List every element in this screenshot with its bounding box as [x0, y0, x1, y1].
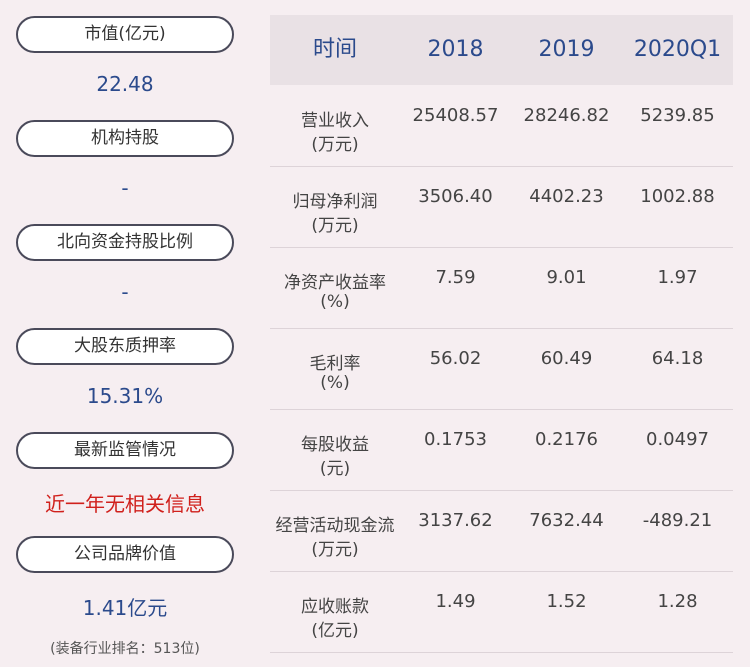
metric-label: 机构持股	[16, 120, 234, 157]
header-cell: 2020Q1	[633, 37, 722, 62]
row-value: 3137.62	[418, 510, 493, 531]
row-unit: (%)	[320, 373, 350, 393]
row-label: 应收账款	[301, 597, 369, 617]
row-unit: (%)	[320, 292, 350, 312]
row-value: -489.21	[642, 510, 713, 531]
metric-value: 22.48	[96, 72, 154, 96]
metric-value: -	[121, 176, 129, 200]
row-value: 1.52	[546, 591, 587, 612]
row-value: 56.02	[429, 348, 482, 369]
row-separator	[270, 490, 733, 491]
row-value: 0.1753	[424, 429, 487, 450]
row-unit: (万元)	[311, 216, 359, 236]
row-separator	[270, 166, 733, 167]
header-cell: 2018	[427, 37, 484, 62]
row-value: 1002.88	[640, 186, 715, 207]
row-label: 归母净利润	[292, 192, 378, 212]
row-value: 4402.23	[529, 186, 604, 207]
row-unit: (亿元)	[311, 621, 359, 641]
metric-value: 15.31%	[86, 384, 164, 408]
row-value: 7.59	[435, 267, 476, 288]
row-label: 经营活动现金流	[275, 516, 395, 536]
row-value: 0.0497	[646, 429, 709, 450]
row-value: 3506.40	[418, 186, 493, 207]
row-separator	[270, 652, 733, 653]
row-value: 5239.85	[640, 105, 715, 126]
row-value: 9.01	[546, 267, 587, 288]
metric-label: 大股东质押率	[16, 328, 234, 365]
metric-value: 近一年无相关信息	[45, 492, 205, 516]
row-separator	[270, 328, 733, 329]
metric-value: 1.41亿元	[82, 596, 168, 620]
row-unit: (万元)	[311, 135, 359, 155]
header-cell: 时间	[312, 37, 357, 62]
metric-label: 北向资金持股比例	[16, 224, 234, 261]
row-label: 每股收益	[301, 435, 369, 455]
metric-label: 最新监管情况	[16, 432, 234, 469]
row-value: 60.49	[540, 348, 593, 369]
metric-label: 市值(亿元)	[16, 16, 234, 53]
row-value: 7632.44	[529, 510, 604, 531]
header-cell: 2019	[538, 37, 595, 62]
row-value: 1.28	[657, 591, 698, 612]
row-value: 25408.57	[412, 105, 499, 126]
row-separator	[270, 409, 733, 410]
row-unit: (元)	[319, 459, 351, 479]
metric-value: -	[121, 280, 129, 304]
row-value: 0.2176	[535, 429, 598, 450]
row-value: 28246.82	[523, 105, 610, 126]
row-value: 1.97	[657, 267, 698, 288]
row-unit: (万元)	[311, 540, 359, 560]
row-label: 营业收入	[301, 111, 369, 131]
row-value: 1.49	[435, 591, 476, 612]
table-header-bg	[270, 15, 733, 85]
metric-label: 公司品牌价值	[16, 536, 234, 573]
metric-note: (装备行业排名：513位)	[50, 641, 200, 657]
row-value: 64.18	[651, 348, 704, 369]
row-separator	[270, 571, 733, 572]
row-label: 毛利率	[309, 354, 361, 374]
row-label: 净资产收益率	[284, 273, 386, 293]
row-separator	[270, 247, 733, 248]
